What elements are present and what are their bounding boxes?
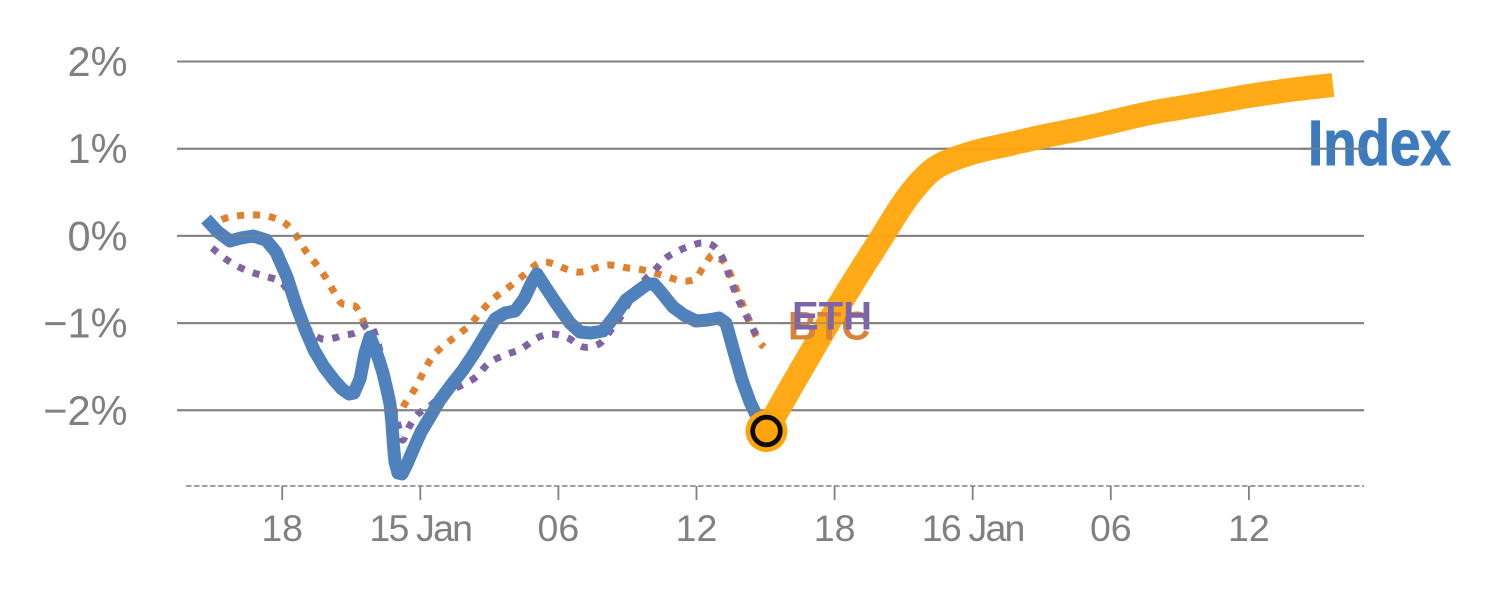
svg-text:06: 06	[1090, 507, 1132, 549]
svg-text:BTC: BTC	[788, 305, 870, 349]
svg-text:12: 12	[676, 507, 718, 549]
svg-text:06: 06	[538, 507, 580, 549]
svg-text:16 Jan: 16 Jan	[922, 507, 1024, 549]
svg-text:2%: 2%	[68, 38, 128, 85]
svg-text:18: 18	[814, 507, 856, 549]
svg-text:−2%: −2%	[43, 387, 127, 434]
svg-text:ETH: ETH	[792, 295, 872, 339]
svg-text:15 Jan: 15 Jan	[369, 507, 471, 549]
svg-text:Index: Index	[1308, 107, 1451, 179]
svg-text:−1%: −1%	[43, 300, 127, 347]
svg-text:12: 12	[1228, 507, 1270, 549]
svg-text:18: 18	[261, 507, 303, 549]
svg-text:0%: 0%	[68, 212, 128, 259]
svg-text:1%: 1%	[68, 125, 128, 172]
